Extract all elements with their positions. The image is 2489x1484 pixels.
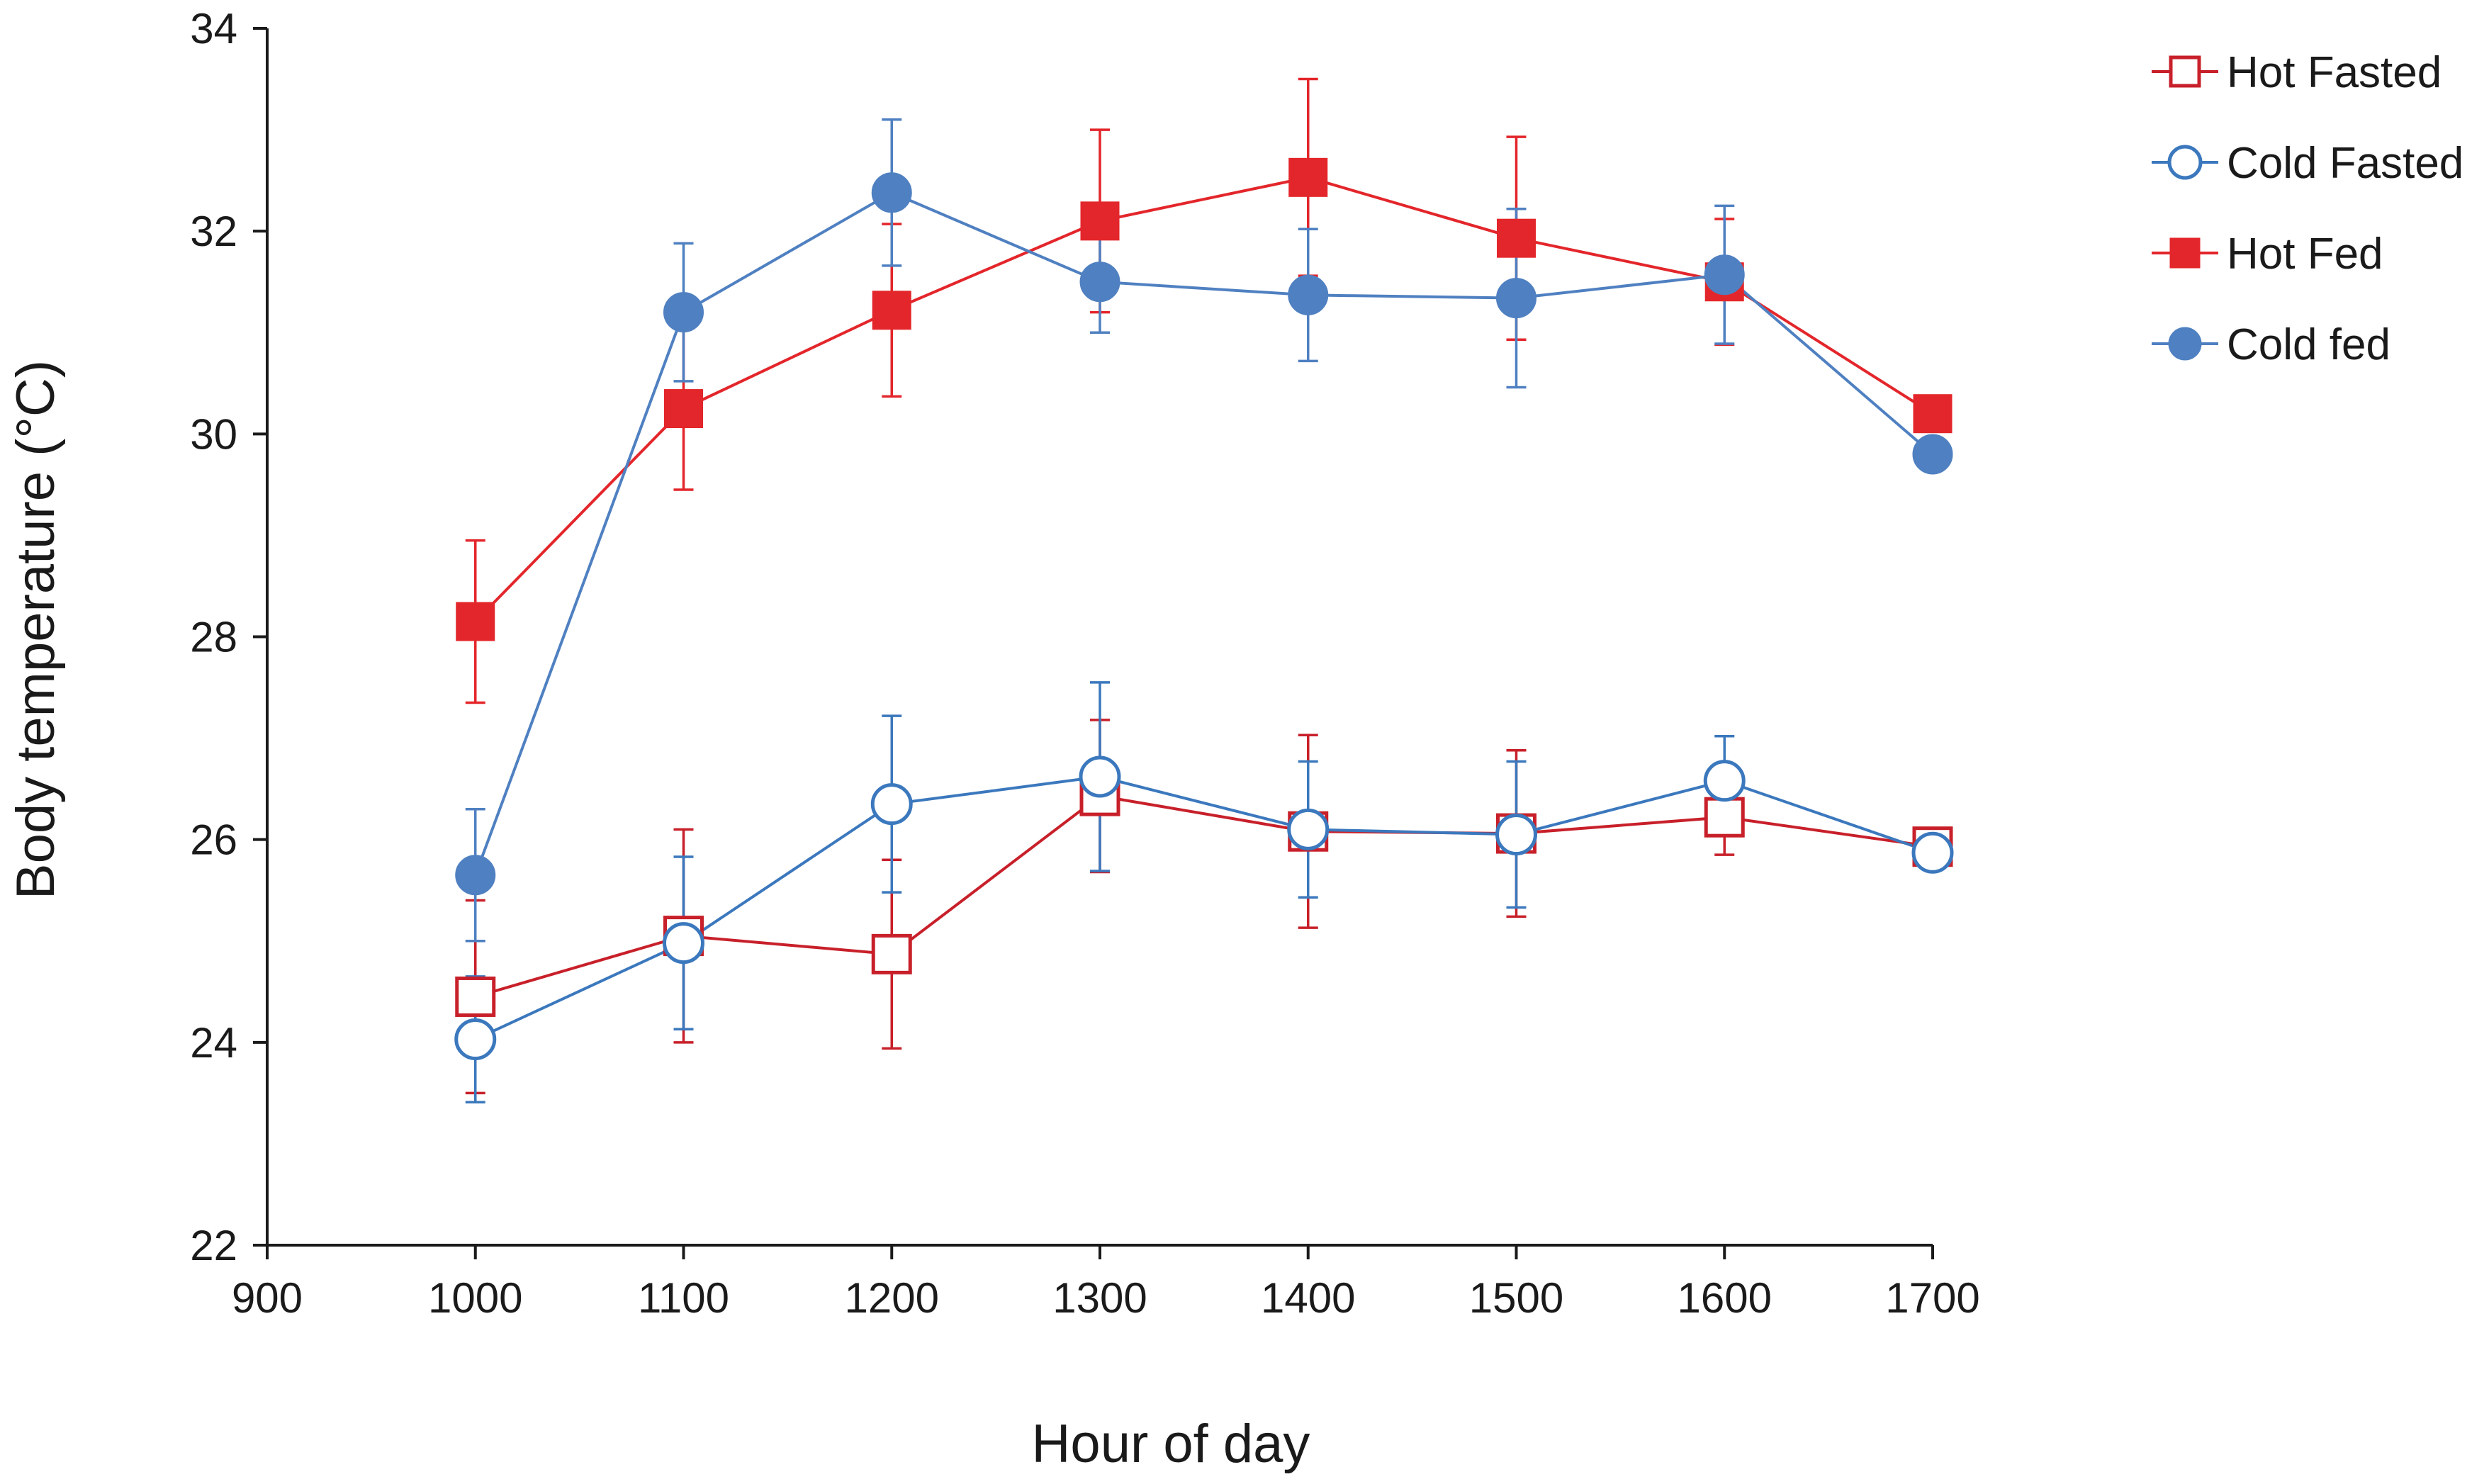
y-tick-label: 30: [190, 410, 237, 458]
hot-fasted-point: [457, 978, 494, 1015]
legend-label-cold-fasted: Cold Fasted: [2227, 139, 2463, 188]
cold-fasted-point: [665, 924, 703, 962]
cold-fasted-point: [872, 785, 911, 823]
x-tick-label: 1200: [845, 1274, 939, 1322]
cold-fasted-point: [456, 1021, 495, 1059]
x-tick-label: 1500: [1469, 1274, 1563, 1322]
cold-fasted-point: [1914, 833, 1952, 872]
x-tick-label: 900: [232, 1274, 303, 1322]
x-tick-label: 1400: [1261, 1274, 1355, 1322]
hot-fasted-point: [1706, 799, 1743, 836]
legend-item-cold-fasted: Cold Fasted: [2152, 139, 2463, 188]
legend-label-hot-fasted: Hot Fasted: [2227, 48, 2442, 97]
cold-fasted-point: [1498, 816, 1536, 854]
hot-fed-point: [873, 292, 910, 329]
legend-item-cold-fed: Cold fed: [2152, 320, 2390, 369]
hot-fed-point: [1498, 220, 1535, 257]
hot-fed-point: [1081, 203, 1118, 240]
data-markers: [456, 159, 1952, 1058]
x-axis-ticks: 900 1000 1100 1200 1300 1400 1500 1600 1700: [232, 1245, 1980, 1322]
x-tick-label: 1100: [638, 1274, 729, 1322]
y-tick-label: 24: [190, 1019, 237, 1067]
legend-label-hot-fed: Hot Fed: [2227, 230, 2383, 279]
cold-fasted-point: [1705, 762, 1743, 800]
legend-marker-hot-fasted: [2171, 57, 2199, 86]
x-tick-label: 1000: [428, 1274, 522, 1322]
y-tick-label: 34: [190, 5, 237, 52]
y-axis-ticks: 22 24 26 28 30 32 34: [190, 5, 267, 1269]
legend-marker-hot-fed: [2171, 239, 2199, 267]
x-tick-label: 1600: [1678, 1274, 1772, 1322]
y-axis-title: Body temperature (°C): [6, 360, 66, 899]
cold-fed-point: [1498, 279, 1536, 317]
y-tick-label: 28: [190, 614, 237, 661]
hot-fasted-point: [873, 935, 910, 972]
y-tick-label: 22: [190, 1222, 237, 1269]
cold-fasted-point: [1081, 758, 1119, 796]
hot-fed-point: [457, 603, 494, 640]
cold-fed-point: [1914, 435, 1952, 473]
cold-fed-point: [1081, 263, 1119, 301]
x-tick-label: 1700: [1885, 1274, 1979, 1322]
legend-item-hot-fed: Hot Fed: [2152, 230, 2383, 279]
legend-marker-cold-fed: [2169, 328, 2201, 359]
line-chart: 22 24 26 28 30 32 34 900 1000 1100 1200 1300 1400 15…: [0, 0, 2489, 1484]
legend: Hot Fasted Cold Fasted Hot Fed Cold fed: [2152, 48, 2463, 369]
cold-fed-point: [665, 293, 703, 332]
y-tick-label: 32: [190, 208, 237, 255]
legend-label-cold-fed: Cold fed: [2227, 320, 2390, 369]
cold-fed-point: [1705, 256, 1743, 294]
x-tick-label: 1300: [1052, 1274, 1147, 1322]
x-axis-title: Hour of day: [1032, 1414, 1310, 1474]
hot-fed-point: [1290, 159, 1327, 196]
hot-fed-point: [665, 390, 702, 427]
cold-fed-point: [872, 174, 911, 212]
hot-fed-point: [1914, 395, 1951, 432]
cold-fasted-point: [1289, 810, 1327, 848]
legend-marker-cold-fasted: [2169, 147, 2201, 178]
cold-fed-point: [456, 856, 495, 894]
cold-fed-point: [1289, 276, 1327, 314]
plot-area: [456, 79, 1952, 1103]
y-tick-label: 26: [190, 816, 237, 864]
legend-item-hot-fasted: Hot Fasted: [2152, 48, 2442, 97]
